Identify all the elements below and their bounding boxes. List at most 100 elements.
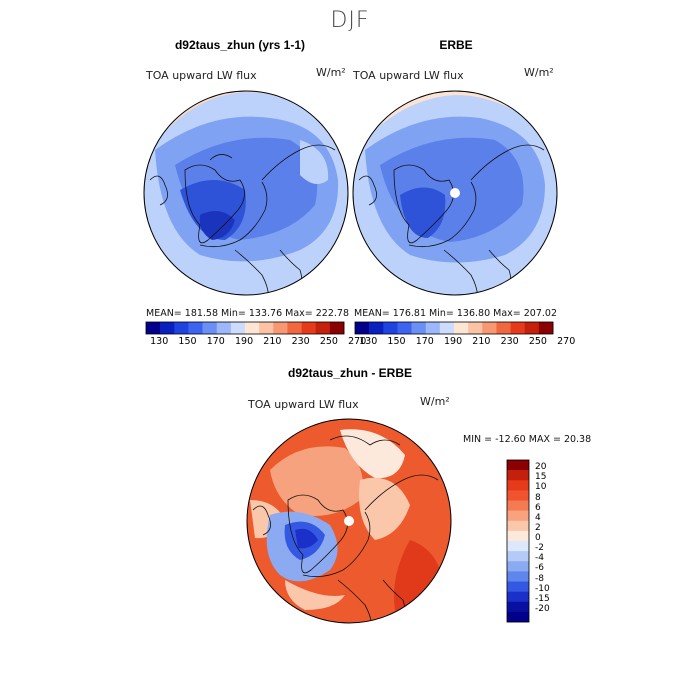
colorbar-swatch: [507, 490, 529, 501]
colorbar-tick-label: 170: [206, 336, 225, 347]
colorbar-swatch: [507, 541, 529, 552]
colorbar-swatch: [507, 571, 529, 582]
colorbar-swatch: [507, 460, 529, 471]
colorbar-swatch: [315, 322, 331, 334]
colorbar-swatch: [507, 520, 529, 532]
colorbar-swatch: [507, 500, 529, 511]
colorbar-tick-label: 0: [535, 533, 541, 543]
colorbar-swatch: [245, 322, 260, 334]
pole-mask: [450, 188, 460, 198]
colorbar-difference-labels: 20 15 10 8 6 4 2 0 -2 -4 -6 -8 -10 -15 -20: [535, 458, 575, 628]
difference-stats: MIN = -12.60 MAX = 20.38: [463, 434, 592, 445]
colorbar-swatch: [301, 322, 317, 334]
colorbar-tick-label: 8: [535, 492, 541, 503]
colorbar-swatch: [454, 322, 469, 334]
colorbar-model: [145, 321, 345, 335]
colorbar-swatch: [383, 322, 398, 334]
colorbar-tick-label: 150: [178, 336, 197, 347]
colorbar-swatch: [174, 322, 189, 334]
colorbar-tick-label: -6: [535, 563, 544, 574]
colorbar-swatch: [188, 322, 203, 334]
pole-mask-difference: [344, 516, 354, 526]
colorbar-swatch: [507, 510, 529, 522]
colorbar-swatch: [496, 322, 511, 334]
panel-2-stats: MEAN= 176.81 Min= 136.80 Max= 207.02: [354, 308, 558, 319]
colorbar-swatch: [411, 322, 427, 334]
panel-1-variable: TOA upward LW flux: [146, 69, 257, 82]
colorbar-swatch: [202, 322, 218, 334]
polar-map-model: [144, 91, 348, 295]
colorbar-swatch: [524, 322, 540, 334]
panel-1-title: d92taus_zhun (yrs 1-1): [174, 38, 306, 52]
colorbar-tick-label: 130: [150, 336, 169, 347]
colorbar-frame: [506, 459, 530, 623]
colorbar-frame: [145, 321, 345, 335]
colorbar-swatch: [538, 322, 554, 334]
difference-units: W/m²: [420, 395, 450, 408]
colorbar-tick-label: -4: [535, 553, 544, 564]
colorbar-tick-label: 230: [291, 336, 310, 347]
colorbar-tick-label: 130: [359, 336, 378, 347]
colorbar-swatch: [507, 480, 529, 491]
colorbar-tick-label: 250: [528, 336, 547, 347]
difference-variable: TOA upward LW flux: [248, 398, 359, 411]
colorbar-frame: [354, 321, 554, 335]
colorbar-swatch: [507, 611, 529, 623]
colorbar-tick-label: 4: [535, 512, 541, 523]
colorbar-swatch: [507, 601, 529, 613]
colorbar-swatch: [425, 322, 441, 334]
colorbar-tick-label: -8: [535, 573, 544, 584]
coastlines-difference: [252, 435, 439, 623]
panel-1-stats: MEAN= 181.58 Min= 133.76 Max= 222.78: [146, 308, 350, 319]
panel-2-units: W/m²: [524, 66, 554, 79]
colorbar-swatch: [397, 322, 412, 334]
colorbar-tick-label: 6: [535, 502, 541, 513]
colorbar-difference: [506, 459, 530, 623]
colorbar-swatch: [439, 322, 455, 334]
panel-2-title: ERBE: [439, 38, 473, 52]
colorbar-swatch: [160, 322, 175, 334]
colorbar-swatch: [507, 551, 529, 562]
colorbar-tick-label: 170: [415, 336, 434, 347]
colorbar-swatch: [507, 530, 529, 542]
colorbar-swatch: [273, 322, 288, 334]
colorbar-swatch: [216, 322, 232, 334]
colorbar-swatch: [329, 322, 345, 334]
colorbar-tick-label: 270: [348, 336, 367, 347]
colorbar-swatch: [507, 561, 529, 572]
colorbar-swatch: [355, 322, 370, 334]
colorbar-tick-label: 150: [387, 336, 406, 347]
colorbar-tick-label: 270: [557, 336, 576, 347]
colorbar-tick-label: 10: [535, 482, 547, 493]
colorbar-swatch: [507, 581, 529, 592]
colorbar-swatch: [482, 322, 497, 334]
colorbar-tick-label: 190: [444, 336, 463, 347]
colorbar-tick-label: 15: [535, 472, 547, 483]
colorbar-tick-label: -15: [535, 593, 550, 604]
colorbar-tick-label: -10: [535, 583, 550, 594]
colorbar-tick-label: 210: [263, 336, 282, 347]
colorbar-swatch: [146, 322, 161, 334]
panel-2-variable: TOA upward LW flux: [353, 69, 464, 82]
panel-1-units: W/m²: [316, 66, 346, 79]
colorbar-erbe-labels: 130 150 170 190 210 230 250 270: [355, 336, 575, 348]
colorbar-swatch: [230, 322, 246, 334]
colorbar-swatch: [507, 591, 529, 603]
colorbar-tick-label: 250: [319, 336, 338, 347]
colorbar-swatch: [510, 322, 526, 334]
colorbar-erbe: [354, 321, 554, 335]
colorbar-tick-label: 20: [535, 462, 547, 473]
colorbar-swatch: [369, 322, 384, 334]
colorbar-tick-label: 210: [472, 336, 491, 347]
season-title: DJF: [330, 8, 370, 33]
colorbar-swatch: [468, 322, 483, 334]
colorbar-tick-label: 2: [535, 522, 541, 533]
colorbar-tick-label: 230: [500, 336, 519, 347]
colorbar-model-labels: 130 150 170 190 210 230 250 270: [146, 336, 366, 348]
colorbar-swatch: [507, 470, 529, 481]
difference-title: d92taus_zhun - ERBE: [287, 366, 413, 380]
colorbar-tick-label: -2: [535, 543, 544, 554]
colorbar-swatch: [287, 322, 302, 334]
colorbar-swatch: [259, 322, 274, 334]
